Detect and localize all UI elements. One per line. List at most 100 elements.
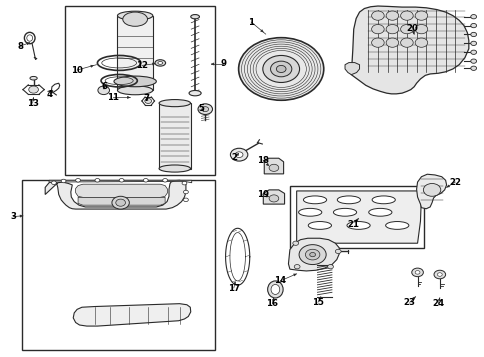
Circle shape (470, 24, 476, 28)
Circle shape (183, 198, 188, 202)
Circle shape (371, 25, 383, 34)
Circle shape (238, 38, 323, 100)
Ellipse shape (303, 196, 326, 204)
Polygon shape (264, 158, 283, 174)
Text: 14: 14 (273, 276, 286, 285)
Circle shape (371, 11, 383, 20)
Circle shape (470, 15, 476, 19)
Circle shape (76, 178, 80, 182)
Circle shape (51, 181, 56, 185)
Circle shape (29, 86, 38, 93)
Polygon shape (49, 180, 191, 183)
Ellipse shape (298, 208, 321, 216)
Circle shape (182, 181, 186, 185)
Polygon shape (296, 191, 421, 243)
Ellipse shape (271, 285, 279, 295)
Circle shape (470, 32, 476, 37)
Text: 16: 16 (266, 299, 278, 308)
Ellipse shape (159, 165, 190, 172)
Text: 1: 1 (248, 17, 254, 26)
Text: 21: 21 (347, 220, 359, 228)
Text: 19: 19 (257, 190, 268, 199)
Circle shape (183, 190, 188, 194)
Circle shape (470, 50, 476, 54)
Polygon shape (78, 197, 165, 205)
Ellipse shape (122, 12, 147, 26)
Text: 20: 20 (406, 24, 418, 33)
Circle shape (143, 178, 148, 182)
Text: 17: 17 (227, 283, 240, 292)
Ellipse shape (371, 196, 394, 204)
Circle shape (371, 38, 383, 47)
Circle shape (400, 11, 412, 20)
Circle shape (327, 265, 333, 269)
Circle shape (95, 178, 100, 182)
Text: 7: 7 (143, 94, 150, 103)
Circle shape (433, 270, 445, 279)
Polygon shape (288, 238, 338, 271)
Text: 24: 24 (431, 299, 443, 308)
Circle shape (385, 38, 398, 47)
Circle shape (98, 86, 109, 95)
Circle shape (414, 271, 419, 274)
Ellipse shape (385, 222, 408, 229)
Text: 4: 4 (47, 90, 53, 99)
Circle shape (292, 241, 298, 245)
Text: 12: 12 (136, 61, 148, 70)
Circle shape (270, 61, 291, 77)
Text: 23: 23 (403, 298, 415, 307)
Circle shape (423, 183, 440, 196)
Ellipse shape (346, 222, 369, 229)
Polygon shape (45, 180, 185, 209)
Text: 10: 10 (71, 66, 83, 75)
Circle shape (385, 11, 398, 20)
Polygon shape (76, 184, 167, 197)
Circle shape (61, 179, 66, 183)
Text: 22: 22 (448, 177, 460, 187)
Ellipse shape (30, 76, 37, 80)
Circle shape (309, 252, 315, 257)
Text: 5: 5 (198, 104, 204, 112)
Circle shape (235, 152, 242, 157)
Circle shape (201, 107, 208, 112)
Circle shape (299, 245, 326, 265)
Circle shape (470, 66, 476, 70)
Polygon shape (416, 174, 446, 209)
Circle shape (470, 41, 476, 45)
Circle shape (411, 268, 423, 277)
Ellipse shape (190, 15, 199, 19)
Circle shape (400, 25, 412, 34)
Circle shape (437, 273, 441, 276)
Bar (65, 6, 214, 175)
Polygon shape (350, 6, 468, 94)
Ellipse shape (155, 60, 165, 66)
Polygon shape (263, 190, 284, 204)
Circle shape (294, 265, 300, 269)
Circle shape (414, 25, 427, 34)
Ellipse shape (117, 11, 152, 20)
Circle shape (119, 178, 124, 182)
Text: 18: 18 (257, 156, 268, 165)
Circle shape (470, 59, 476, 63)
Ellipse shape (333, 208, 356, 216)
Text: 8: 8 (17, 42, 23, 51)
Circle shape (414, 38, 427, 47)
Circle shape (230, 148, 247, 161)
Polygon shape (73, 304, 190, 326)
Bar (22, 180, 214, 350)
Text: 9: 9 (220, 60, 226, 69)
Text: 6: 6 (101, 82, 107, 91)
Circle shape (385, 25, 398, 34)
Ellipse shape (336, 196, 360, 204)
Text: 15: 15 (311, 298, 323, 307)
Circle shape (276, 65, 286, 72)
Circle shape (334, 249, 340, 253)
Text: 3: 3 (10, 212, 16, 221)
Circle shape (262, 55, 299, 82)
Circle shape (269, 195, 278, 202)
Polygon shape (344, 62, 359, 75)
Ellipse shape (189, 90, 201, 96)
Ellipse shape (114, 76, 156, 87)
Circle shape (162, 178, 167, 182)
Circle shape (112, 196, 129, 209)
